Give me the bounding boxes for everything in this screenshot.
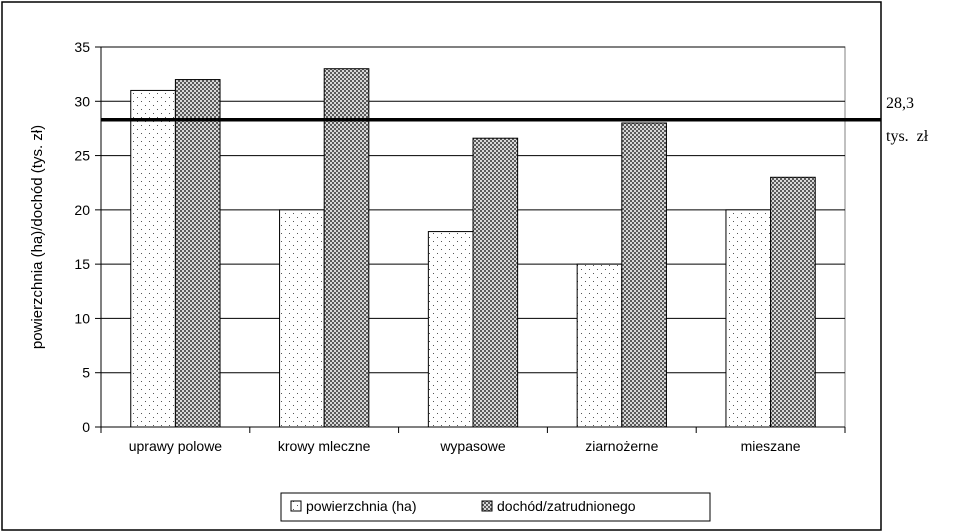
legend: powierzchnia (ha) dochód/zatrudnionego bbox=[280, 492, 711, 522]
legend-label-dochod: dochód/zatrudnionego bbox=[497, 498, 636, 514]
y-tick-label: 30 bbox=[74, 93, 90, 109]
y-tick-label: 0 bbox=[82, 419, 90, 435]
bars bbox=[130, 68, 816, 428]
y-tick-label: 10 bbox=[74, 310, 90, 326]
y-tick-label: 15 bbox=[74, 256, 90, 272]
legend-box bbox=[280, 492, 711, 522]
reference-line-label-value: 28,3 bbox=[886, 95, 914, 112]
legend-swatch-dochod bbox=[481, 500, 493, 512]
y-tick-labels: 0 5 10 15 20 25 30 35 bbox=[74, 39, 90, 435]
bar-dochod bbox=[770, 176, 816, 428]
category-label: ziarnożerne bbox=[585, 438, 658, 454]
category-label: mieszane bbox=[741, 438, 801, 454]
category-labels: uprawy polowe krowy mleczne wypasowe ziarno… bbox=[129, 438, 801, 454]
bar-dochod bbox=[323, 68, 370, 428]
y-axis-label: powierzchnia (ha)/dochód (tys. zł) bbox=[29, 125, 46, 349]
bar-powierzchnia bbox=[427, 231, 474, 428]
axes bbox=[95, 46, 846, 433]
y-tick-label: 20 bbox=[74, 202, 90, 218]
y-tick-label: 35 bbox=[74, 39, 90, 55]
y-tick-label: 5 bbox=[82, 365, 90, 381]
bar-dochod bbox=[472, 137, 519, 428]
chart-frame bbox=[1, 1, 882, 531]
category-label: wypasowe bbox=[439, 438, 506, 454]
bar-powierzchnia bbox=[279, 209, 325, 428]
category-label: uprawy polowe bbox=[129, 438, 223, 454]
bar-dochod bbox=[621, 122, 667, 428]
bar-powierzchnia bbox=[576, 263, 623, 428]
bar-powierzchnia bbox=[725, 209, 772, 428]
bar-dochod bbox=[174, 79, 221, 428]
category-label: krowy mleczne bbox=[278, 438, 371, 454]
legend-label-powierzchnia: powierzchnia (ha) bbox=[306, 498, 417, 514]
legend-swatch-powierzchnia bbox=[290, 500, 302, 512]
bar-powierzchnia bbox=[130, 89, 176, 428]
y-tick-label: 25 bbox=[74, 148, 90, 164]
reference-line-label-unit: tys. zł bbox=[886, 128, 929, 145]
